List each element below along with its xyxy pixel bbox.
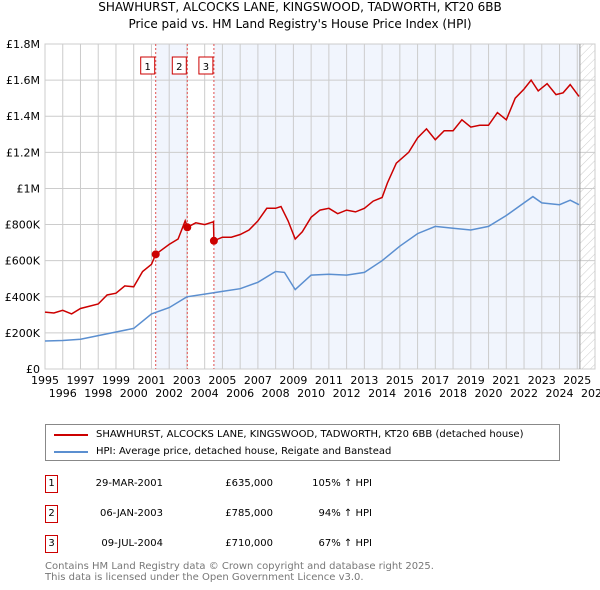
sale-hpi: 94% ↑ HPI bbox=[318, 508, 372, 519]
x-tick-label: 2004 bbox=[191, 387, 219, 400]
sale-label: 3 bbox=[203, 62, 209, 73]
ownership-shade bbox=[213, 44, 580, 369]
sale-point bbox=[151, 250, 160, 259]
x-tick-label: 2005 bbox=[208, 374, 236, 387]
y-tick-label: £800K bbox=[5, 219, 41, 232]
y-tick-label: £600K bbox=[5, 255, 41, 268]
sale-label-box bbox=[140, 56, 156, 75]
sale-number-badge: 1 bbox=[45, 475, 58, 493]
x-tick-label: 2015 bbox=[386, 374, 414, 387]
x-tick-label: 2002 bbox=[155, 387, 183, 400]
x-tick-label: 1997 bbox=[66, 374, 94, 387]
legend: SHAWHURST, ALCOCKS LANE, KINGSWOOD, TADW… bbox=[45, 424, 560, 461]
x-tick-label: 2024 bbox=[546, 387, 574, 400]
x-tick-label: 2001 bbox=[137, 374, 165, 387]
series-line bbox=[44, 78, 580, 315]
x-tick-label: 2000 bbox=[120, 387, 148, 400]
sale-label: 2 bbox=[176, 62, 182, 73]
sale-point bbox=[209, 236, 218, 245]
table-row: 3 09-JUL-2004 £710,000 67% ↑ HPI bbox=[45, 535, 445, 555]
price-chart: 1995199619971998199920002001200220032004… bbox=[5, 38, 600, 400]
x-tick-label: 2020 bbox=[475, 387, 503, 400]
x-tick-label: 2025 bbox=[563, 374, 591, 387]
x-tick-label: 2014 bbox=[368, 387, 396, 400]
red-line-swatch bbox=[54, 433, 88, 436]
x-tick-label: 2021 bbox=[492, 374, 520, 387]
x-tick-label: 2011 bbox=[315, 374, 343, 387]
legend-label: HPI: Average price, detached house, Reig… bbox=[96, 446, 392, 457]
sale-date: 29-MAR-2001 bbox=[95, 478, 163, 489]
x-tick-label: 2009 bbox=[279, 374, 307, 387]
x-tick-label: 2012 bbox=[333, 387, 361, 400]
sale-price: £635,000 bbox=[225, 478, 273, 489]
y-tick-label: £0 bbox=[26, 363, 40, 376]
series-line bbox=[44, 195, 580, 342]
sale-date: 09-JUL-2004 bbox=[101, 538, 163, 549]
x-tick-label: 2006 bbox=[226, 387, 254, 400]
y-tick-label: £400K bbox=[5, 291, 41, 304]
sale-price: £710,000 bbox=[225, 538, 273, 549]
x-tick-label: 2007 bbox=[244, 374, 272, 387]
legend-item-property: SHAWHURST, ALCOCKS LANE, KINGSWOOD, TADW… bbox=[54, 429, 523, 440]
y-tick-label: £1.2M bbox=[6, 146, 40, 159]
plot-border bbox=[44, 43, 596, 370]
table-row: 2 06-JAN-2003 £785,000 94% ↑ HPI bbox=[45, 505, 445, 525]
x-tick-label: 2026 bbox=[581, 387, 600, 400]
y-tick-label: £1M bbox=[17, 182, 41, 195]
footer-licence: This data is licensed under the Open Gov… bbox=[45, 572, 364, 583]
x-tick-label: 2022 bbox=[510, 387, 538, 400]
x-tick-label: 2013 bbox=[350, 374, 378, 387]
sale-label-box bbox=[198, 56, 214, 75]
sale-number-badge: 2 bbox=[45, 505, 58, 523]
sale-number-badge: 3 bbox=[45, 535, 58, 553]
x-tick-label: 2008 bbox=[262, 387, 290, 400]
x-tick-label: 2010 bbox=[297, 387, 325, 400]
sale-price: £785,000 bbox=[225, 508, 273, 519]
y-tick-label: £200K bbox=[5, 327, 41, 340]
y-tick-label: £1.4M bbox=[6, 110, 40, 123]
legend-item-hpi: HPI: Average price, detached house, Reig… bbox=[54, 446, 391, 457]
sale-point bbox=[183, 223, 192, 232]
x-tick-label: 2023 bbox=[528, 374, 556, 387]
x-tick-label: 1998 bbox=[84, 387, 112, 400]
x-tick-label: 2018 bbox=[439, 387, 467, 400]
y-tick-label: £1.6M bbox=[6, 74, 40, 87]
x-tick-label: 1996 bbox=[49, 387, 77, 400]
blue-line-swatch bbox=[54, 450, 88, 453]
x-tick-label: 2016 bbox=[404, 387, 432, 400]
sale-label-box bbox=[171, 56, 187, 75]
ownership-shade bbox=[155, 44, 188, 369]
footer-copyright: Contains HM Land Registry data © Crown c… bbox=[45, 561, 434, 572]
x-tick-label: 2019 bbox=[457, 374, 485, 387]
sale-hpi: 105% ↑ HPI bbox=[312, 478, 372, 489]
x-tick-label: 1995 bbox=[31, 374, 59, 387]
legend-label: SHAWHURST, ALCOCKS LANE, KINGSWOOD, TADW… bbox=[96, 429, 524, 440]
sale-date: 06-JAN-2003 bbox=[99, 508, 163, 519]
forecast-hatch bbox=[579, 44, 595, 369]
table-row: 1 29-MAR-2001 £635,000 105% ↑ HPI bbox=[45, 475, 445, 495]
sale-hpi: 67% ↑ HPI bbox=[318, 538, 372, 549]
y-tick-label: £1.8M bbox=[6, 38, 40, 51]
sale-label: 1 bbox=[145, 62, 151, 73]
chart-title: SHAWHURST, ALCOCKS LANE, KINGSWOOD, TADW… bbox=[98, 0, 502, 14]
x-tick-label: 2017 bbox=[421, 374, 449, 387]
x-tick-label: 1999 bbox=[102, 374, 130, 387]
x-tick-label: 2003 bbox=[173, 374, 201, 387]
chart-subtitle: Price paid vs. HM Land Registry's House … bbox=[128, 17, 472, 31]
